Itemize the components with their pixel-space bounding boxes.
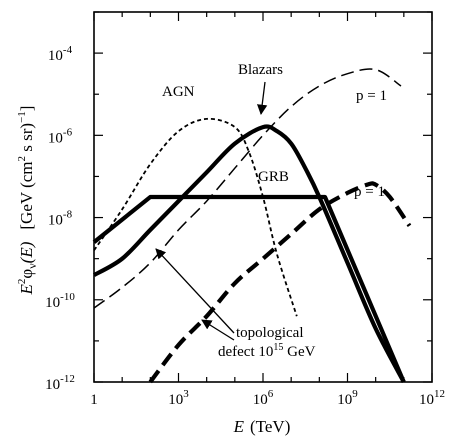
series-line-4 — [148, 181, 412, 384]
series-line-3 — [93, 68, 402, 309]
y-axis-label-e: E — [17, 283, 36, 295]
x-tick-label-exp: 6 — [268, 388, 274, 400]
y-tick-label-exp: -6 — [63, 126, 73, 138]
y-axis-label-unit-close: ] — [17, 106, 36, 112]
x-tick-label: 103 — [168, 388, 189, 408]
x-tick-label-base: 10 — [168, 392, 183, 408]
annotation-defect-pre: defect 10 — [218, 344, 273, 360]
annotation-p1-upper: p = 1 — [356, 88, 387, 104]
y-axis-label-two: 2 — [16, 279, 28, 285]
series-line-0 — [93, 117, 298, 317]
y-axis-label-unit-exp: −1 — [16, 111, 28, 123]
annotation-defect-exp: 15 — [273, 342, 283, 353]
y-tick-label-base: 10 — [48, 130, 63, 146]
annotation-defect-post: GeV — [283, 344, 315, 360]
arrow-topological-lower — [201, 319, 235, 341]
y-tick-label-base: 10 — [48, 48, 63, 64]
y-axis-label-arg: (E) — [17, 241, 36, 263]
x-tick-label-base: 1 — [90, 392, 98, 408]
annotation-topological: topological — [236, 325, 304, 341]
annotation-blazars: Blazars — [238, 62, 283, 78]
y-tick-label-base: 10 — [45, 377, 60, 393]
annotation-defect: defect 1015 GeV — [218, 342, 316, 360]
y-axis-label-phi: φ — [17, 269, 36, 279]
y-axis-label: E2φν(E)[GeV (cm2 s sr)−1] — [16, 106, 39, 296]
x-tick-label-exp: 3 — [183, 388, 189, 400]
series-line-1 — [92, 124, 406, 383]
x-tick-label: 106 — [253, 388, 274, 408]
axis-ticks — [93, 11, 433, 383]
x-tick-labels: 1 103 106 109 1012 — [90, 388, 445, 408]
y-tick-label: 10-8 — [48, 209, 73, 229]
y-tick-label-base: 10 — [45, 295, 60, 311]
x-tick-label-base: 10 — [419, 392, 434, 408]
y-axis-label-unit-mid: s sr) — [17, 123, 36, 156]
y-tick-label-exp: -12 — [60, 373, 75, 385]
x-axis-label: E (TeV) — [233, 417, 291, 436]
series-line-2 — [92, 194, 406, 383]
y-tick-label: 10-4 — [48, 44, 73, 64]
y-axis-label-nu: ν — [25, 263, 39, 269]
x-tick-label-base: 10 — [337, 392, 352, 408]
y-axis-label-unit-sq: 2 — [16, 156, 28, 162]
y-tick-label-exp: -4 — [63, 44, 73, 56]
x-axis-label-e: E — [233, 417, 245, 436]
y-tick-label: 10-12 — [45, 373, 75, 393]
arrow-topological-upper — [155, 248, 235, 334]
annotation-p1-lower: p = 1 — [354, 184, 385, 200]
annotation-grb: GRB — [258, 169, 289, 185]
y-tick-label-exp: -10 — [60, 291, 75, 303]
x-tick-label-exp: 9 — [352, 388, 358, 400]
x-tick-label: 109 — [337, 388, 358, 408]
x-tick-label: 1 — [90, 392, 98, 408]
y-tick-label-base: 10 — [48, 213, 63, 229]
y-tick-label-exp: -8 — [63, 209, 73, 221]
series-group — [92, 68, 412, 384]
y-axis-label-unit-open: [GeV (cm — [17, 161, 36, 229]
y-tick-label: 10-10 — [45, 291, 75, 311]
x-axis-label-unit: (TeV) — [250, 417, 290, 436]
arrow-blazars — [257, 81, 268, 116]
x-tick-label: 1012 — [419, 388, 445, 408]
x-tick-label-exp: 12 — [434, 388, 445, 400]
annotation-agn: AGN — [162, 84, 195, 100]
x-tick-label-base: 10 — [253, 392, 268, 408]
y-tick-label: 10-6 — [48, 126, 73, 146]
